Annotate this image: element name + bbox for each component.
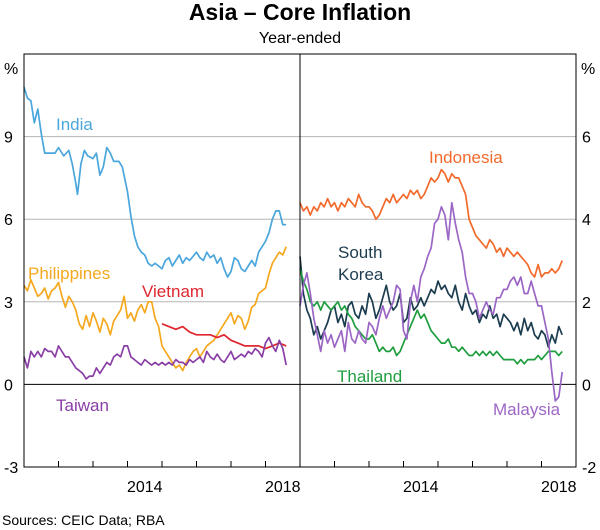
series-label-south-korea: South Korea [338,243,387,284]
series-label-thailand: Thailand [337,367,402,386]
series-label-taiwan: Taiwan [56,396,109,415]
series-line-south-korea [299,256,563,349]
x-tick-label-right: 2018 [541,479,577,496]
y-tick-label-left: -3 [4,460,18,477]
y-tick-label-left: 3 [4,295,13,312]
series-label-south-korea-line2: Korea [338,265,384,284]
chart-title: Asia – Core Inflation [189,0,411,25]
series-label-vietnam: Vietnam [142,282,204,301]
series-line-vietnam [161,323,287,350]
series-label-philippines: Philippines [28,264,110,283]
right-unit-label: % [581,61,595,78]
series-line-india [23,86,287,278]
left-unit-label: % [4,61,18,78]
x-tick-label-right: 2014 [403,479,439,496]
series-label-indonesia: Indonesia [429,148,503,167]
y-tick-label-left: 6 [4,212,13,229]
y-tick-label-right: 2 [582,295,591,312]
y-tick-label-right: 0 [582,377,591,394]
y-tick-label-left: 0 [4,377,13,394]
series-line-thailand [299,268,563,365]
x-tick-label-left: 2018 [265,479,301,496]
source-note: Sources: CEIC Data; RBA [2,512,165,528]
series-line-malaysia [299,201,564,402]
x-tick-label-left: 2014 [127,479,163,496]
series-line-indonesia [299,168,563,278]
chart-subtitle: Year-ended [259,30,341,47]
series-label-india: India [56,115,93,134]
series-label-malaysia: Malaysia [493,400,561,419]
series-label-south-korea-line1: South [338,243,382,262]
y-tick-label-right: 6 [582,130,591,147]
y-tick-label-right: 4 [582,212,591,229]
series-line-taiwan [23,336,288,380]
y-tick-label-left: 9 [4,130,13,147]
y-tick-label-right: -2 [582,460,596,477]
series-line-philippines [23,246,287,372]
